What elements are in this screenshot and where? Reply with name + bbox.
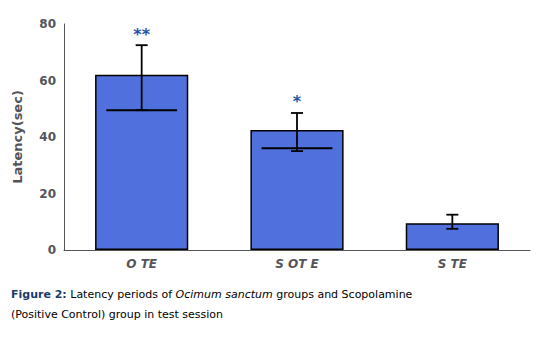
svg-text:O TE: O TE — [126, 257, 158, 271]
svg-text:S TE: S TE — [438, 257, 468, 271]
svg-text:20: 20 — [39, 187, 56, 201]
svg-text:*: * — [293, 92, 302, 111]
svg-text:60: 60 — [39, 74, 56, 88]
svg-text:Figure 2:: Figure 2: — [11, 288, 67, 301]
svg-text:S OT E: S OT E — [275, 257, 319, 271]
svg-text:0: 0 — [48, 243, 56, 257]
svg-text:(Positive Control) group in te: (Positive Control) group in test session — [11, 308, 223, 321]
svg-text:80: 80 — [39, 17, 56, 31]
svg-text:Ocimum sanctum: Ocimum sanctum — [176, 288, 273, 301]
svg-text:Latency periods of: Latency periods of — [67, 288, 176, 301]
svg-text:Latency(sec): Latency(sec) — [10, 90, 25, 184]
svg-text:groups and Scopolamine: groups and Scopolamine — [273, 288, 413, 301]
svg-text:40: 40 — [39, 130, 56, 144]
svg-text:**: ** — [133, 25, 150, 44]
